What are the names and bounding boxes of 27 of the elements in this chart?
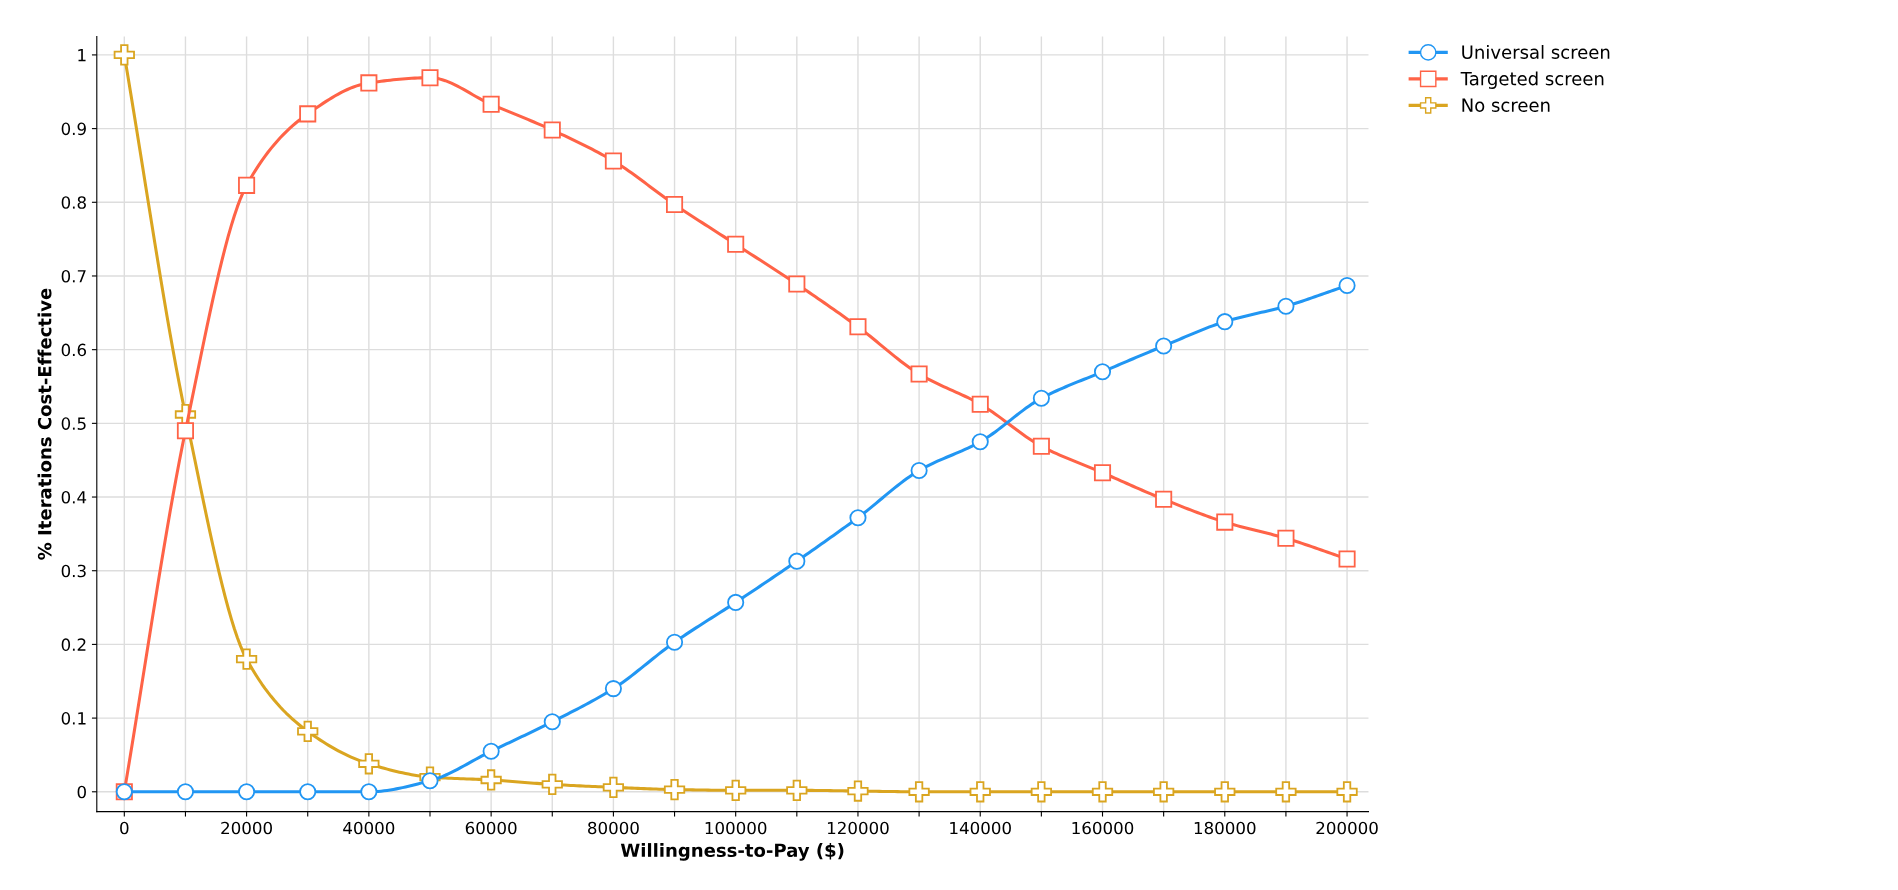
- legend-label: Universal screen: [1462, 44, 1610, 59]
- y-tick-label: 1: [78, 49, 86, 62]
- x-tick-label: 200000: [1316, 821, 1378, 835]
- x-tick-label: 140000: [950, 821, 1011, 835]
- x-tick-label: 80000: [588, 821, 639, 835]
- y-tick-label: 0.2: [61, 638, 86, 651]
- x-tick-label: 100000: [705, 821, 767, 835]
- y-tick-label: 0.9: [61, 122, 86, 136]
- x-tick-label: 40000: [343, 821, 395, 835]
- x-tick-label: 180000: [1194, 821, 1256, 835]
- y-tick-label: 0.5: [61, 417, 86, 430]
- y-tick-label: 0.4: [61, 491, 87, 504]
- x-tick-label: 160000: [1072, 821, 1134, 835]
- legend-label: No screen: [1462, 98, 1550, 112]
- y-tick-label: 0.7: [61, 269, 86, 283]
- x-tick-label: 60000: [465, 821, 517, 835]
- x-axis-title: Willingness-to-Pay ($): [620, 843, 844, 861]
- y-axis-title: % Iterations Cost-Effective: [37, 288, 52, 560]
- y-tick-label: 0.3: [61, 564, 86, 578]
- x-tick-label: 120000: [827, 821, 889, 835]
- x-tick-label: 20000: [221, 821, 272, 835]
- y-tick-label: 0.1: [61, 712, 86, 725]
- x-tick-label: 0: [120, 821, 129, 835]
- legend-label: Targeted screen: [1460, 71, 1604, 89]
- y-tick-label: 0: [77, 785, 86, 799]
- y-tick-label: 0.8: [61, 196, 86, 209]
- y-tick-label: 0.6: [61, 343, 87, 357]
